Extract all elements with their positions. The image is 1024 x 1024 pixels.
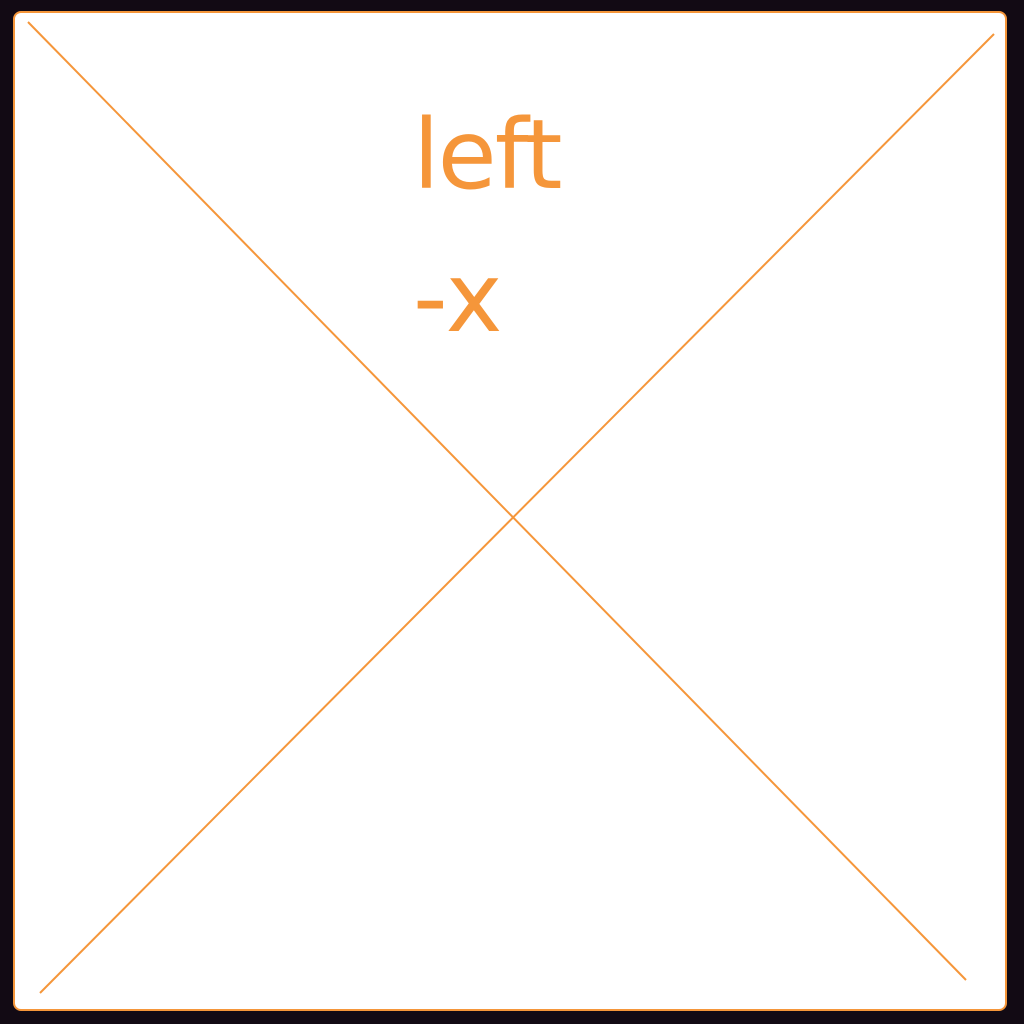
diagonal-line-right	[39, 33, 995, 994]
placeholder-frame	[13, 11, 1007, 1011]
label-text-axis: -x	[413, 242, 502, 354]
diagonal-line-left	[27, 21, 967, 981]
label-text-left: left	[413, 99, 562, 211]
